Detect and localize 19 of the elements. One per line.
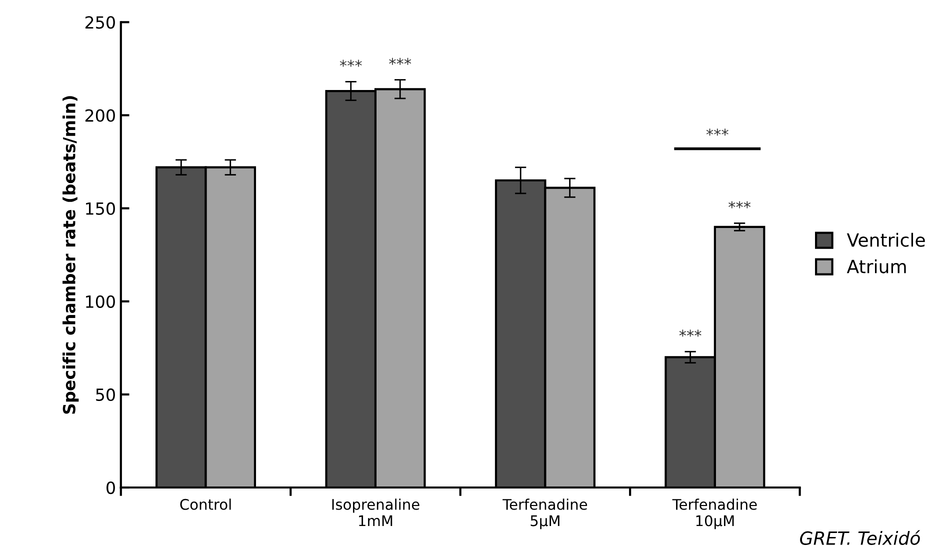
x-tick-label: Terfenadine 5μM (502, 498, 588, 530)
y-tick-label: 150 (86, 202, 115, 215)
y-tick-label: 200 (85, 109, 115, 122)
data-label: *** (389, 58, 412, 65)
data-label: *** (679, 330, 702, 337)
x-tick-label: Isoprenaline 1mM (332, 498, 420, 526)
y-tick-label: 50 (96, 388, 115, 402)
annotation: *** (706, 128, 728, 136)
legend-label: Atrium (846, 259, 906, 274)
y-tick-label: 100 (86, 295, 115, 308)
legend-label: Ventricle (846, 232, 925, 247)
data-label: *** (340, 60, 362, 67)
y-tick-label: 0 (106, 481, 115, 494)
text: GRET. Teixidó (800, 530, 920, 545)
y-tick-label: 250 (85, 16, 115, 29)
x-tick-label: Terfenadine 10μM (672, 498, 757, 530)
data-label: *** (728, 201, 751, 208)
x-tick-label: Control (180, 498, 231, 510)
y-axis-title: Specific chamber rate (beats/min) (62, 96, 79, 414)
